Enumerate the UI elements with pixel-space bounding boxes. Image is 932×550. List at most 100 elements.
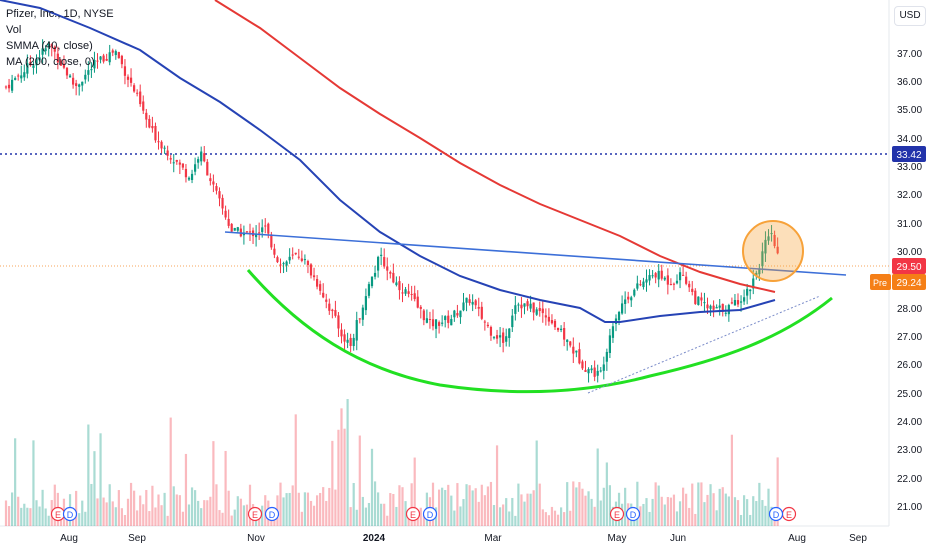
earnings-marker-label: E: [786, 510, 792, 520]
volume-bar: [38, 506, 41, 526]
candle-body: [300, 258, 303, 261]
candle-body: [303, 259, 306, 261]
candle-body: [541, 308, 544, 314]
volume-bar: [505, 498, 508, 526]
volume-bar: [752, 496, 755, 526]
ma-indicator[interactable]: MA (200, close, 0): [6, 56, 95, 68]
volume-bar: [404, 501, 407, 526]
dividend-marker[interactable]: [768, 506, 784, 522]
candle-body: [544, 315, 547, 318]
candle-body: [404, 289, 407, 294]
volume-bar: [755, 501, 758, 526]
candle-body: [480, 306, 483, 319]
volume-bar: [648, 511, 651, 526]
volume-bar: [380, 503, 383, 526]
earnings-marker[interactable]: [609, 506, 625, 522]
volume-bar: [700, 482, 703, 526]
candle-body: [215, 186, 218, 191]
candle-body: [26, 63, 29, 74]
resistance-line: [224, 231, 847, 276]
candle-body: [355, 320, 358, 341]
earnings-marker[interactable]: [405, 506, 421, 522]
candle-body: [560, 328, 563, 331]
volume-bar: [697, 482, 700, 526]
volume-bar: [160, 505, 163, 526]
volume-bar: [84, 511, 87, 526]
volume-bar: [340, 408, 343, 526]
candle-body: [563, 327, 566, 340]
candle-body: [14, 78, 17, 80]
candle-body: [352, 337, 355, 347]
candle-body: [285, 261, 288, 266]
volume-bar: [194, 490, 197, 526]
volume-bar: [163, 492, 166, 526]
volume-bar: [587, 491, 590, 526]
candle-body: [688, 283, 691, 288]
candle-body: [148, 118, 151, 128]
volume-bar: [407, 515, 410, 526]
time-axis[interactable]: Aug Sep Nov 2024 Mar May Jun Aug Sep: [60, 533, 867, 544]
volume-bar: [373, 481, 377, 526]
volume-bar: [511, 497, 514, 526]
candle-body: [721, 303, 724, 312]
candle-body: [770, 233, 773, 235]
currency-button[interactable]: USD: [894, 6, 926, 26]
candle-body: [642, 281, 645, 288]
volume-bar: [197, 500, 200, 526]
volume-bar: [218, 510, 221, 526]
candle-body: [157, 141, 160, 143]
volume-bar: [541, 509, 544, 526]
candle-body: [75, 83, 78, 87]
volume-bar: [20, 507, 23, 526]
volume-bar: [749, 514, 752, 526]
volume-bar: [96, 498, 99, 526]
dividend-marker[interactable]: [625, 506, 641, 522]
volume-bar: [572, 481, 575, 526]
volume-bar: [581, 488, 584, 526]
dividend-marker-label: D: [773, 510, 780, 520]
volume-bar: [462, 499, 465, 526]
candle-body: [465, 297, 468, 303]
candle-body: [776, 246, 779, 254]
dividend-marker-label: D: [630, 510, 637, 520]
candle-body: [416, 296, 419, 308]
volume-bar: [523, 501, 526, 526]
candle-body: [129, 77, 133, 83]
time-tick-label: Nov: [247, 533, 265, 544]
candle-body: [123, 66, 127, 76]
candle-body: [730, 302, 733, 304]
candle-body: [599, 370, 602, 372]
candle-body: [654, 273, 657, 278]
dividend-marker[interactable]: [62, 506, 78, 522]
price-axis[interactable]: 37.00 36.00 35.00 34.00 33.00 32.00 31.00 30.00…: [897, 49, 922, 513]
price-tick-label: 30.00: [897, 247, 922, 258]
candle-body: [593, 367, 596, 377]
earnings-marker[interactable]: [247, 506, 263, 522]
volume-bar: [459, 506, 462, 526]
volume-bar: [776, 457, 779, 526]
candle-body: [672, 283, 676, 285]
volume-bar: [11, 492, 14, 526]
volume-bar: [550, 506, 554, 526]
candle-body: [377, 256, 380, 271]
vol-indicator[interactable]: Vol: [6, 24, 22, 36]
volume-bar: [608, 485, 611, 526]
volume-bar: [669, 497, 672, 526]
volume-bar: [35, 500, 38, 526]
smma-indicator[interactable]: SMMA (40, close): [6, 40, 93, 52]
volume-bar: [334, 489, 337, 526]
volume-bar: [230, 515, 233, 526]
candle-body: [700, 297, 703, 301]
candle-body: [758, 268, 761, 275]
volume-bar: [349, 507, 352, 526]
volume-bar: [639, 506, 642, 526]
earnings-marker-label: E: [410, 510, 416, 520]
volume-bar: [444, 490, 447, 526]
symbol-title[interactable]: Pfizer, Inc., 1D, NYSE: [6, 8, 114, 20]
dividend-marker[interactable]: [264, 506, 280, 522]
candle-body: [35, 58, 38, 66]
ma-line: [214, 0, 776, 293]
dividend-marker[interactable]: [422, 506, 438, 522]
candle-body: [584, 369, 587, 372]
